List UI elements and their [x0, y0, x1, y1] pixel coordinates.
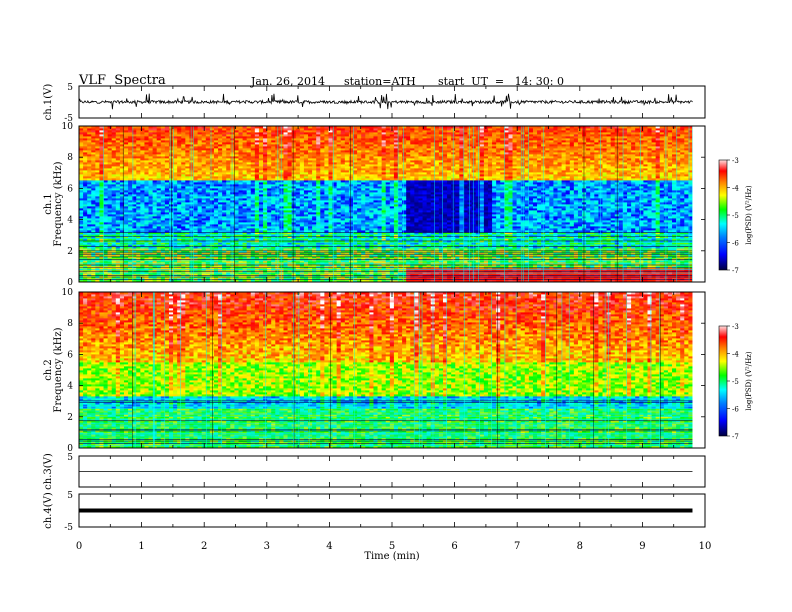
- ch1-waveform-ytick-label: 5: [67, 83, 73, 93]
- ch1-spectrogram-cells: [79, 126, 693, 282]
- ch1-waveform-trace: [79, 94, 692, 110]
- vlf-spectra-figure: 5-5ch.1(V)0246810ch.1 Frequency (kHz)-3-4…: [0, 0, 792, 612]
- ch1-waveform-ylabel: ch.1(V): [43, 84, 54, 121]
